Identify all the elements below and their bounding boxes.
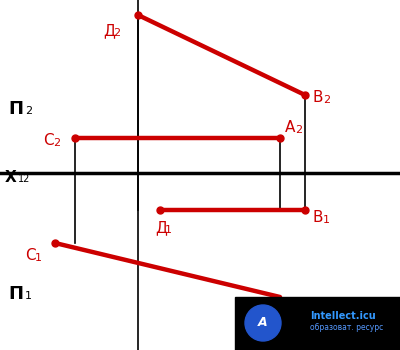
- Text: образоват. ресурс: образоват. ресурс: [310, 323, 383, 332]
- Text: 1: 1: [25, 291, 32, 301]
- Text: 2: 2: [113, 28, 120, 38]
- Text: Intellect.icu: Intellect.icu: [310, 311, 376, 321]
- Text: 2: 2: [25, 106, 32, 116]
- Text: B: B: [313, 90, 324, 105]
- Text: B: B: [313, 210, 324, 225]
- Text: 1: 1: [165, 225, 172, 235]
- Text: Д: Д: [103, 23, 115, 38]
- Text: С: С: [25, 248, 36, 263]
- Bar: [235, 297, 400, 350]
- Circle shape: [245, 305, 281, 341]
- Text: 2: 2: [323, 95, 330, 105]
- Text: 12: 12: [18, 174, 30, 184]
- Text: 2: 2: [295, 125, 302, 135]
- Text: A: A: [285, 120, 295, 135]
- Text: 1: 1: [35, 253, 42, 263]
- Text: 2: 2: [53, 138, 60, 148]
- Text: A: A: [258, 316, 268, 329]
- Text: 1: 1: [323, 215, 330, 225]
- Text: С: С: [43, 133, 54, 148]
- Text: X: X: [5, 170, 17, 185]
- Text: Д: Д: [155, 220, 167, 235]
- Text: П: П: [8, 285, 23, 303]
- Text: П: П: [8, 100, 23, 118]
